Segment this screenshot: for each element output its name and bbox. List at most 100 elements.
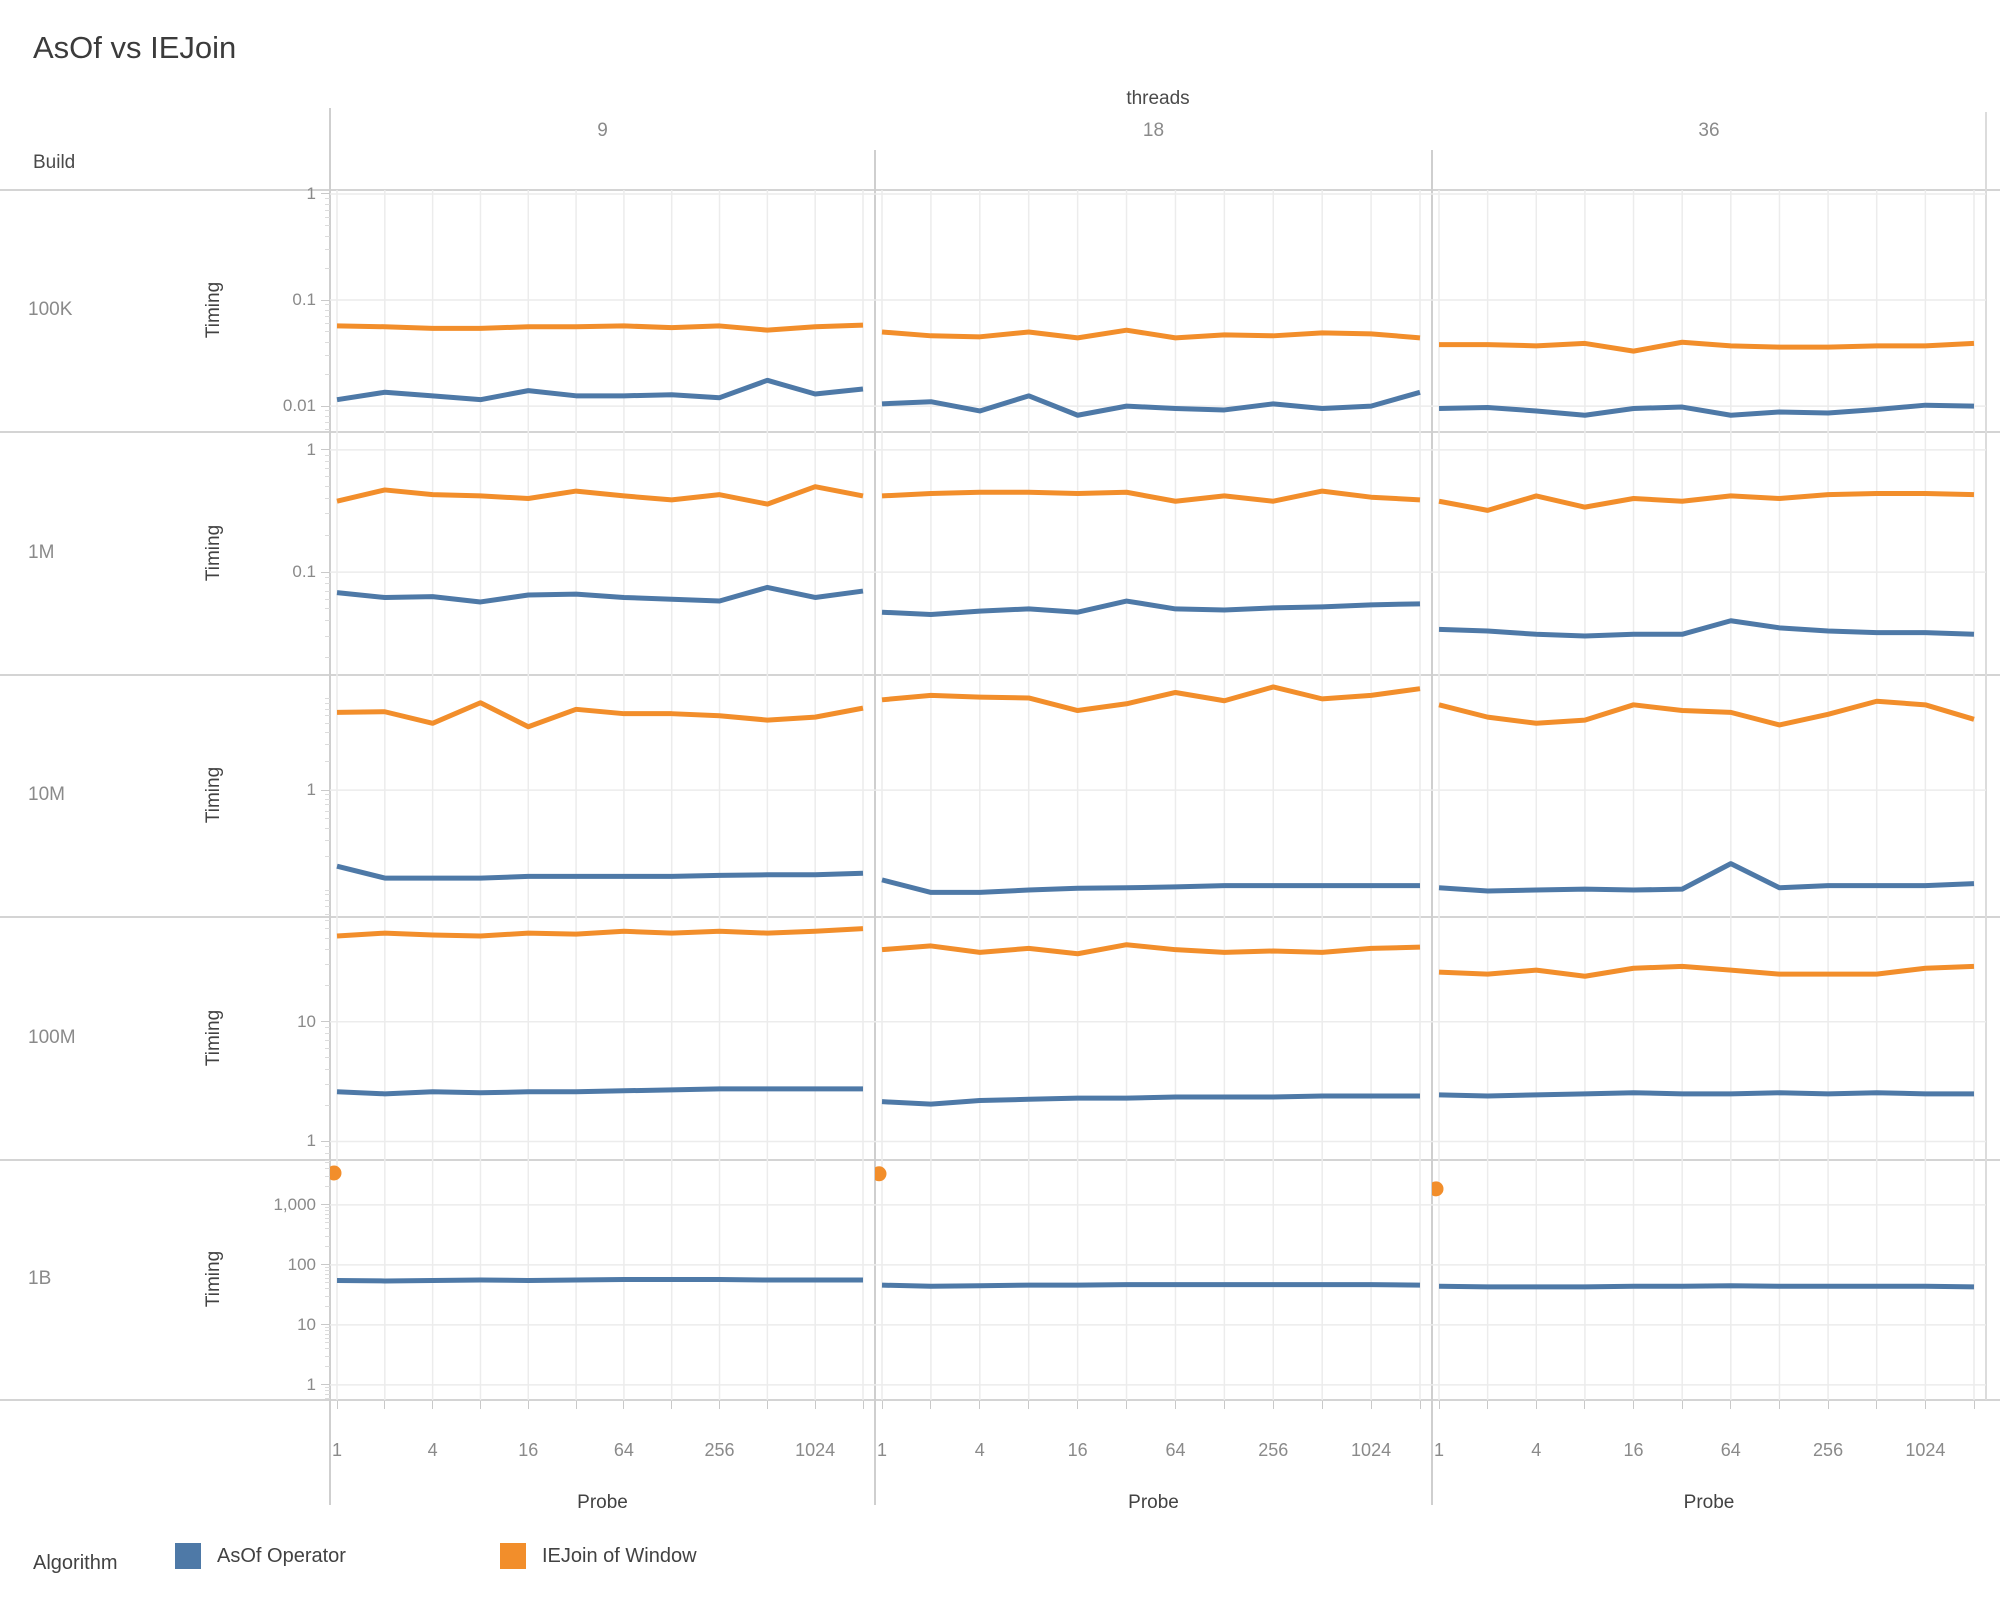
series-asof-line — [336, 863, 864, 881]
x-tick-label: 1 — [331, 1440, 342, 1460]
y-minor-tick — [325, 1337, 330, 1339]
y-minor-tick — [325, 1210, 330, 1212]
y-tick-label: 1,000 — [273, 1194, 316, 1214]
x-tick — [881, 1401, 883, 1409]
y-minor-tick — [325, 323, 330, 325]
y-tick-label: 0.1 — [292, 290, 316, 310]
y-tick-label: 0.01 — [282, 396, 316, 416]
y-minor-tick — [325, 635, 330, 637]
y-minor-tick — [325, 1342, 330, 1344]
x-axis-title: Probe — [1128, 1492, 1179, 1513]
panel-1M-t18 — [875, 432, 1432, 675]
x-tick — [1633, 1401, 1635, 1409]
y-minor-tick — [325, 1032, 330, 1034]
x-tick — [1827, 1401, 1829, 1409]
y-minor-tick — [325, 315, 330, 317]
panel-100K-t18 — [875, 190, 1432, 432]
x-tick-label: 4 — [1531, 1440, 1542, 1460]
x-tick — [1778, 1401, 1780, 1409]
y-major-tick — [321, 1324, 330, 1326]
x-tick — [527, 1401, 529, 1409]
y-minor-tick — [325, 590, 330, 592]
y-minor-tick — [325, 839, 330, 841]
y-minor-tick — [325, 760, 330, 762]
y-tick-label: 1 — [306, 780, 316, 800]
series-iejoin-line — [1438, 698, 1975, 728]
y-major-tick — [321, 299, 330, 301]
y-minor-tick — [325, 331, 330, 333]
series-iejoin-point — [1432, 1181, 1444, 1197]
y-major-tick — [321, 1204, 330, 1206]
panel-1B-t18 — [875, 1160, 1432, 1400]
iejoin-color-swatch — [500, 1543, 526, 1569]
panel-100K-t36 — [1432, 190, 1986, 432]
x-tick — [930, 1401, 932, 1409]
facet-col-label-36: 36 — [1698, 120, 1720, 141]
y-major-tick — [321, 1264, 330, 1266]
y-minor-tick — [325, 1295, 330, 1297]
x-tick — [336, 1401, 338, 1409]
series-asof-line — [881, 389, 1421, 418]
y-minor-tick — [325, 598, 330, 600]
facet-row-label-10M: 10M — [28, 784, 65, 805]
x-tick — [1028, 1401, 1030, 1409]
y-minor-tick — [325, 743, 330, 745]
y-minor-tick — [325, 1162, 330, 1164]
legend-item-iejoin[interactable]: IEJoin of Window — [500, 1543, 697, 1569]
y-tick-label: 10 — [297, 1314, 316, 1334]
y-major-tick — [321, 571, 330, 573]
series-iejoin-line — [1438, 963, 1975, 979]
x-tick-label: 64 — [1720, 1440, 1741, 1460]
y-minor-tick — [325, 928, 330, 930]
y-minor-tick — [325, 203, 330, 205]
y-minor-tick — [325, 894, 330, 896]
x-tick — [1126, 1401, 1128, 1409]
y-major-tick — [321, 1140, 330, 1142]
y-minor-tick — [325, 248, 330, 250]
facet-row-label-1M: 1M — [28, 541, 55, 563]
x-tick-label: 64 — [1165, 1440, 1186, 1460]
y-minor-tick — [325, 1355, 330, 1357]
y-major-tick — [321, 789, 330, 791]
x-axis-title: Probe — [1683, 1492, 1735, 1513]
x-axis-title: Probe — [577, 1492, 628, 1513]
panel-divider — [874, 150, 876, 1505]
row-divider — [0, 1399, 2000, 1401]
series-asof-line — [1438, 402, 1975, 418]
series-asof-line — [336, 377, 864, 403]
header-divider — [0, 189, 2000, 191]
series-asof-line — [336, 584, 864, 605]
series-iejoin-line — [1438, 490, 1975, 513]
series-asof-line — [336, 1277, 863, 1284]
series-iejoin-point — [875, 1166, 887, 1182]
x-tick — [479, 1401, 481, 1409]
x-tick-label: 4 — [427, 1440, 438, 1460]
x-tick-label: 64 — [613, 1440, 634, 1460]
x-tick — [432, 1401, 434, 1409]
axis-divider — [329, 108, 331, 1505]
x-tick — [1174, 1401, 1176, 1409]
x-tick — [979, 1401, 981, 1409]
series-asof-line — [1438, 1283, 1975, 1290]
y-minor-tick — [325, 1039, 330, 1041]
x-tick — [766, 1401, 768, 1409]
series-asof-line — [1438, 861, 1975, 894]
panel-1B-t9 — [330, 1160, 875, 1400]
legend-item-asof[interactable]: AsOf Operator — [175, 1543, 346, 1569]
y-minor-tick — [325, 1207, 330, 1209]
y-axis-title: Timing — [203, 524, 224, 581]
y-minor-tick — [325, 1366, 330, 1368]
y-minor-tick — [325, 1217, 330, 1219]
y-minor-tick — [325, 985, 330, 987]
y-minor-tick — [325, 1397, 330, 1399]
row-divider — [0, 916, 2000, 918]
y-minor-tick — [325, 486, 330, 488]
y-minor-tick — [325, 1327, 330, 1329]
y-minor-tick — [325, 715, 330, 717]
y-minor-tick — [325, 454, 330, 456]
y-minor-tick — [325, 949, 330, 951]
y-minor-tick — [325, 1068, 330, 1070]
x-tick-label: 1 — [1433, 1440, 1444, 1460]
y-minor-tick — [325, 1104, 330, 1106]
